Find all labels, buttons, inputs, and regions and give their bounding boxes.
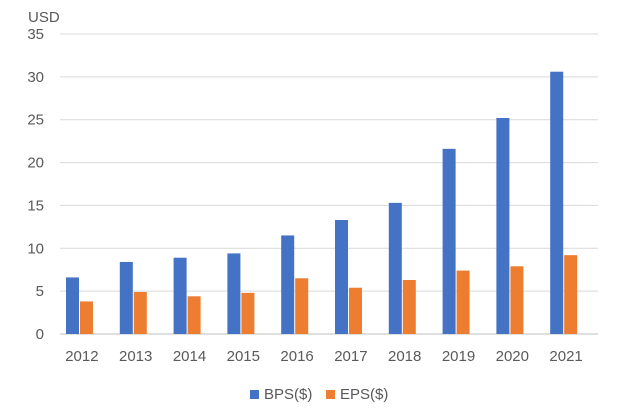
- bar-bps-2020: [496, 118, 510, 334]
- legend-label-eps: EPS($): [340, 386, 388, 403]
- bar-bps-2014: [173, 257, 187, 334]
- bar-bps-2012: [66, 277, 79, 334]
- bars: [66, 71, 578, 334]
- x-tick-label: 2017: [334, 348, 367, 365]
- legend-swatch-bps: [250, 390, 259, 399]
- gridlines: [60, 33, 598, 335]
- y-axis-unit-label: USD: [28, 9, 60, 26]
- bar-bps-2017: [335, 220, 348, 334]
- y-tick-label: 10: [27, 240, 44, 257]
- x-tick-label: 2013: [119, 348, 152, 365]
- legend-swatch-eps: [326, 390, 335, 399]
- bar-bps-2021: [550, 71, 564, 334]
- x-tick-label: 2015: [227, 348, 260, 365]
- bar-eps-2019: [456, 270, 470, 334]
- bar-eps-2017: [349, 287, 362, 334]
- y-tick-label: 5: [36, 283, 44, 300]
- x-tick-label: 2018: [388, 348, 421, 365]
- bar-eps-2021: [564, 255, 578, 334]
- bar-bps-2015: [227, 253, 241, 334]
- bar-eps-2014: [187, 296, 201, 334]
- y-tick-label: 25: [27, 112, 44, 129]
- x-tick-label: 2016: [280, 348, 313, 365]
- bar-bps-2016: [281, 235, 295, 334]
- x-axis-tick-labels: 2012 2013 2014 2015 2016 2017 2018 2019 2020 2021: [65, 348, 583, 365]
- x-tick-label: 2021: [549, 348, 582, 365]
- bar-eps-2015: [241, 292, 255, 334]
- legend: BPS($) EPS($): [250, 386, 388, 403]
- x-tick-label: 2014: [173, 348, 206, 365]
- y-tick-label: 20: [27, 155, 44, 172]
- x-tick-label: 2020: [496, 348, 529, 365]
- y-tick-label: 0: [36, 326, 44, 343]
- legend-label-bps: BPS($): [264, 386, 312, 403]
- bar-eps-2013: [133, 292, 147, 334]
- bar-bps-2013: [119, 262, 133, 334]
- bar-eps-2018: [402, 280, 416, 334]
- y-tick-label: 30: [27, 69, 44, 86]
- x-tick-label: 2012: [65, 348, 98, 365]
- y-axis-tick-labels: 0 5 10 15 20 25 30 35: [27, 26, 44, 343]
- y-tick-label: 35: [27, 26, 44, 43]
- y-tick-label: 15: [27, 197, 44, 214]
- x-tick-label: 2019: [442, 348, 475, 365]
- bar-eps-2016: [295, 278, 309, 334]
- bar-eps-2012: [80, 301, 93, 334]
- bar-eps-2020: [510, 266, 524, 334]
- bar-bps-2018: [388, 202, 402, 334]
- bar-bps-2019: [442, 148, 456, 334]
